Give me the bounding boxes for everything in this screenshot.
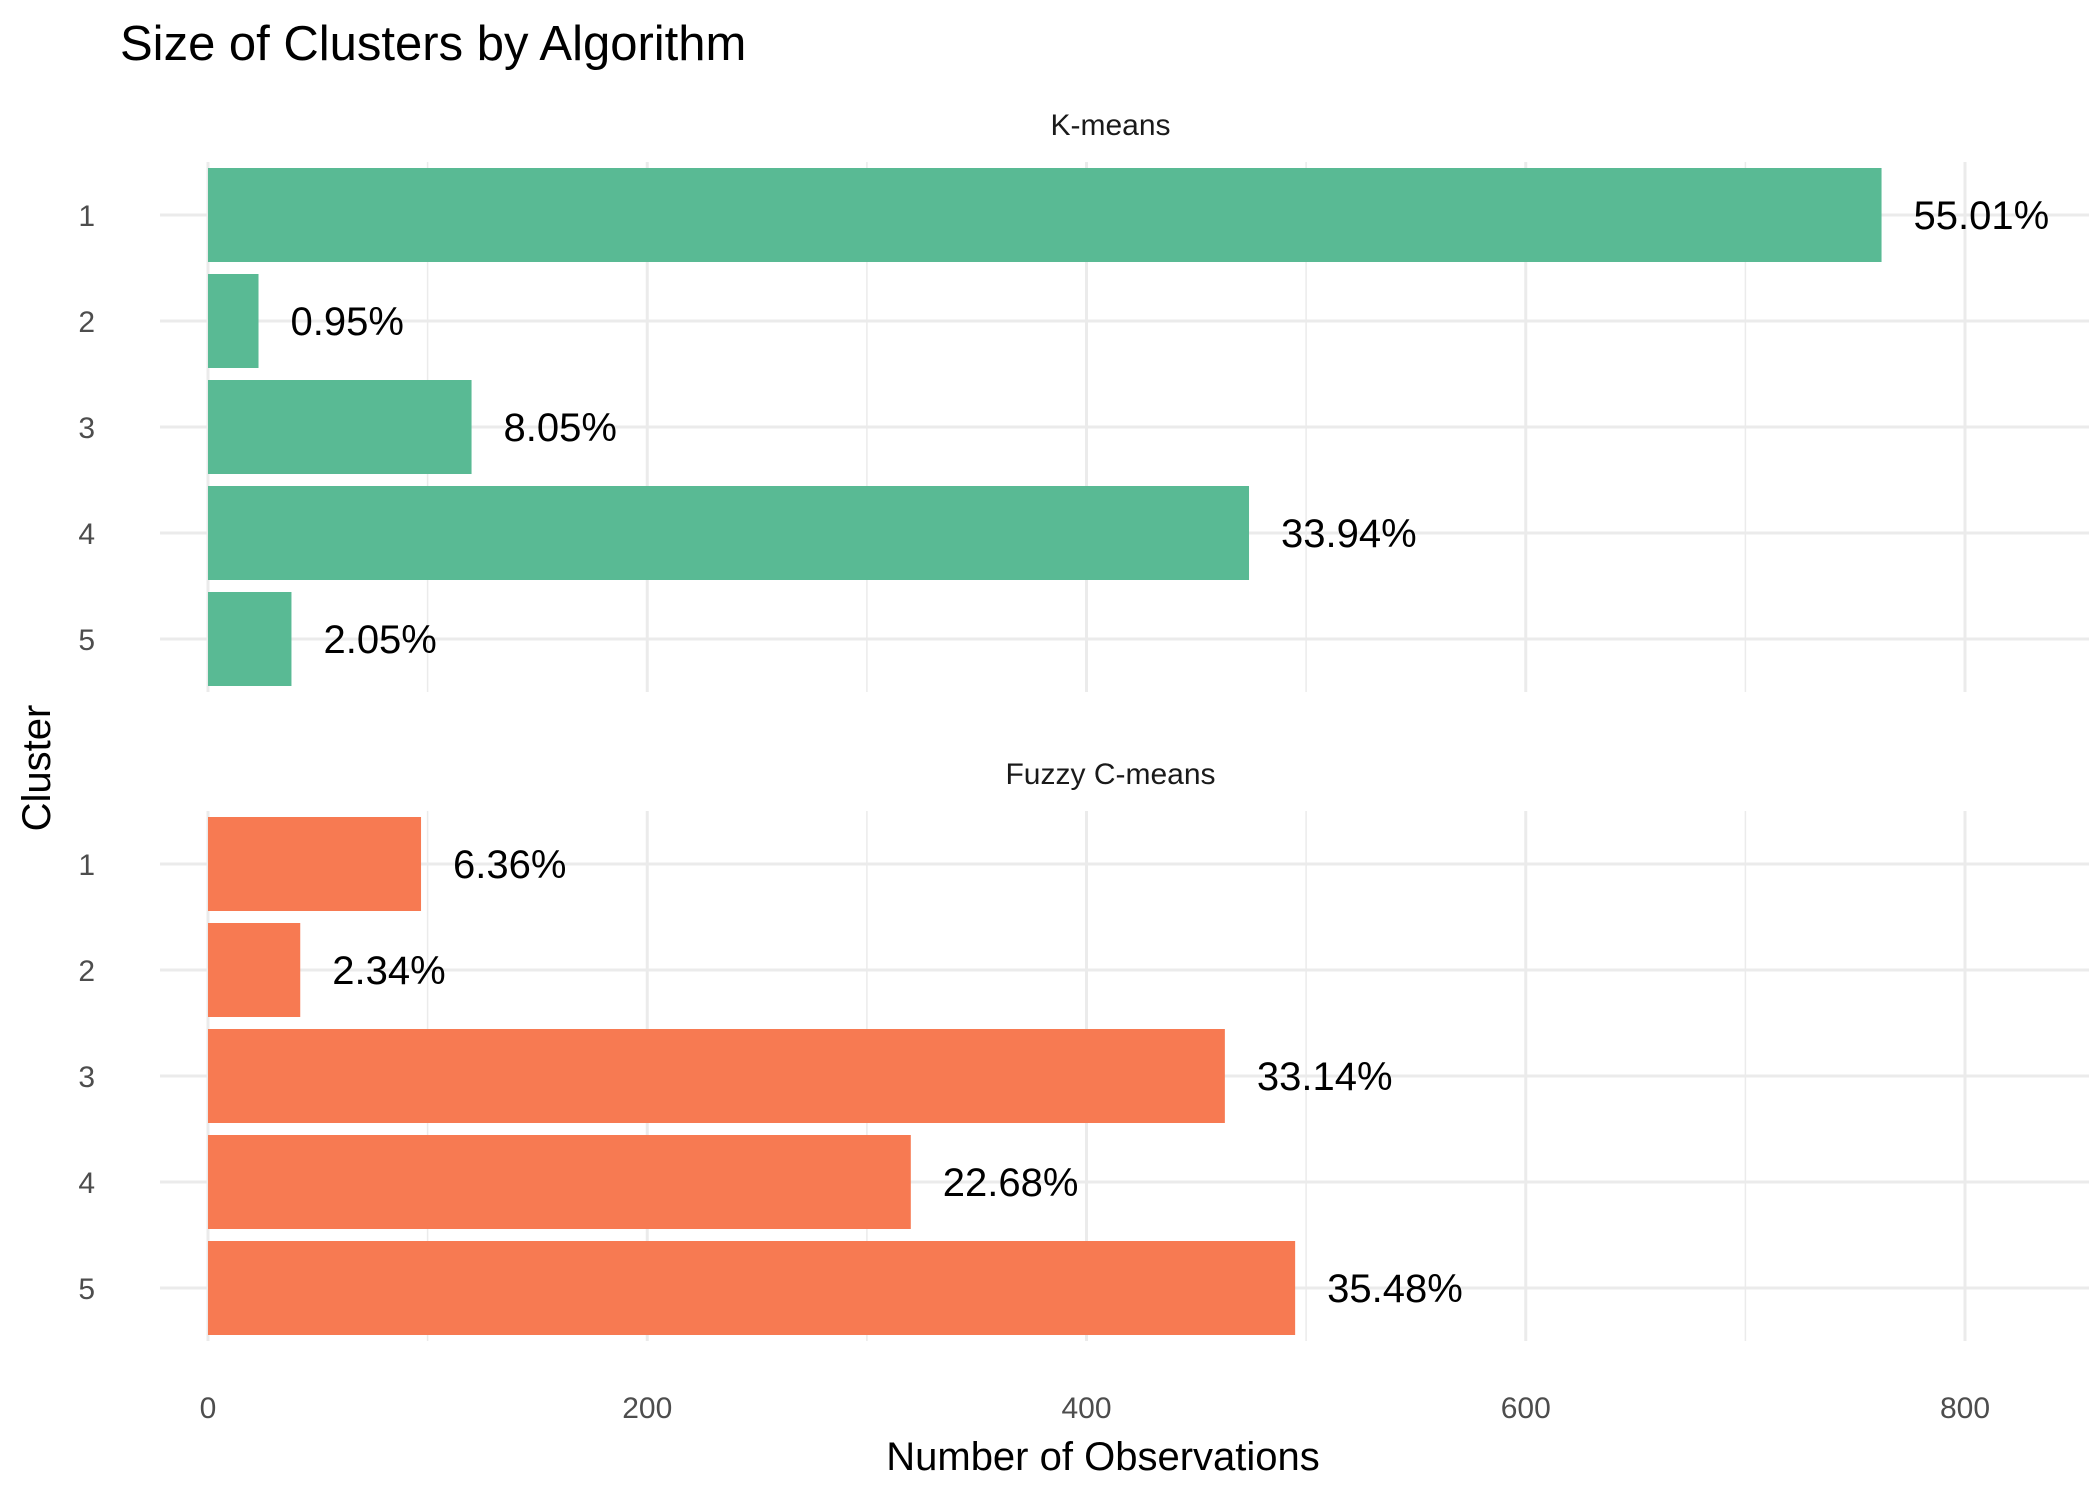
facet-panel: K-means 1 55.01% 2 0.95% 3 8.05% 4 33.94% 5 2.05% [78,109,2089,692]
y-tick-label: 3 [78,412,95,445]
y-tick-label: 4 [78,518,95,551]
bar-percent-label: 0.95% [291,300,404,344]
x-tick-label: 200 [622,1392,672,1425]
facet-strip-label: Fuzzy C-means [1005,758,1215,791]
bar [208,486,1250,580]
y-tick-label: 4 [78,1167,95,1200]
bar [208,923,301,1017]
bar [208,1241,1296,1335]
y-axis-title: Cluster [15,705,59,832]
bar [208,274,259,368]
x-tick-label: 600 [1501,1392,1551,1425]
x-tick-labels: 0 200 400 600 800 [200,1392,1990,1425]
y-tick-label: 1 [78,849,95,882]
bar-percent-label: 22.68% [943,1161,1079,1205]
x-tick-label: 800 [1940,1392,1990,1425]
x-tick-label: 0 [200,1392,217,1425]
bar-percent-label: 35.48% [1327,1267,1463,1311]
bar [208,1135,911,1229]
facet-strip-label: K-means [1050,109,1170,142]
bar-percent-label: 55.01% [1914,194,2050,238]
bar-percent-label: 2.05% [323,618,436,662]
bar-percent-label: 33.14% [1257,1055,1393,1099]
bar-percent-label: 8.05% [504,406,617,450]
bar [208,817,422,911]
x-tick-label: 400 [1061,1392,1111,1425]
y-tick-label: 1 [78,200,95,233]
y-tick-label: 3 [78,1061,95,1094]
bar [208,380,472,474]
facet-panel: Fuzzy C-means 1 6.36% 2 2.34% 3 33.14% 4 22.68% 5… [78,758,2089,1341]
y-tick-label: 5 [78,624,95,657]
bar-percent-label: 33.94% [1281,512,1417,556]
chart-title: Size of Clusters by Algorithm [120,17,746,71]
y-tick-label: 2 [78,955,95,988]
bar [208,1029,1225,1123]
bar-percent-label: 2.34% [332,949,445,993]
y-tick-label: 5 [78,1273,95,1306]
bar-percent-label: 6.36% [453,843,566,887]
bar [208,592,292,686]
panels-group: K-means 1 55.01% 2 0.95% 3 8.05% 4 33.94% 5 2.05% F… [78,109,2089,1341]
x-axis-title: Number of Observations [886,1435,1320,1479]
y-tick-label: 2 [78,306,95,339]
bar [208,168,1882,262]
